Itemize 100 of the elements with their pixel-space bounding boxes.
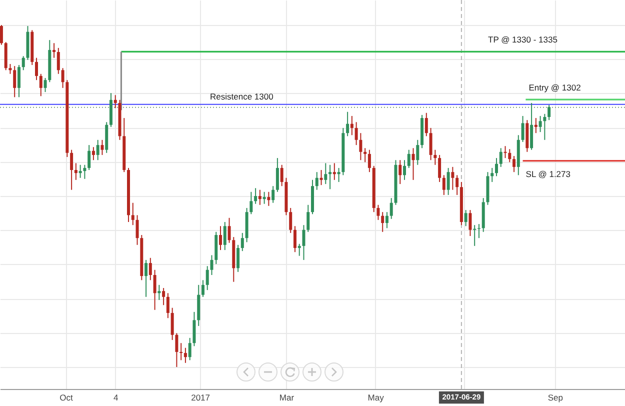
candlestick [442, 174, 446, 196]
candlestick [223, 221, 226, 251]
candlestick [100, 139, 104, 156]
candlestick [328, 164, 332, 190]
candlestick [240, 232, 244, 252]
candlestick [22, 56, 25, 71]
candlestick [429, 127, 432, 161]
candlestick [354, 122, 358, 146]
candlestick [451, 166, 454, 190]
candlestick [153, 269, 156, 310]
candlestick [280, 164, 284, 187]
candlestick [180, 342, 183, 361]
x-tick-label: May [368, 392, 385, 402]
candlestick [473, 224, 476, 246]
candlestick [398, 160, 402, 185]
candlestick [228, 217, 231, 244]
series-label: SL @ 1.273 [526, 168, 571, 179]
candlestick [504, 146, 507, 159]
candlestick [293, 226, 296, 253]
candlestick [88, 144, 91, 171]
candlestick [52, 42, 56, 58]
candlestick [276, 158, 279, 192]
candlestick [359, 132, 362, 161]
candlestick [412, 148, 415, 180]
candlestick [184, 347, 187, 364]
candlestick [148, 257, 152, 281]
candlestick [477, 224, 480, 239]
candlestick [464, 210, 468, 227]
candlestick [438, 154, 442, 182]
candlestick [446, 167, 450, 196]
candlestick [267, 191, 270, 206]
candlestick [385, 212, 388, 229]
candlestick [192, 311, 196, 347]
candlestick [96, 139, 100, 161]
candlestick [83, 164, 86, 180]
candlestick [162, 288, 166, 306]
candlestick [61, 68, 64, 88]
candlestick [538, 115, 542, 133]
candlestick [548, 104, 551, 121]
candlestick [512, 155, 516, 173]
candlestick [17, 64, 20, 98]
candlestick [364, 148, 367, 163]
candlestick [78, 164, 82, 178]
x-tick-label: Oct [60, 392, 74, 402]
candlestick [456, 174, 459, 196]
candlestick [494, 158, 498, 177]
candlestick [219, 226, 222, 251]
candlestick [70, 149, 74, 190]
candlestick [306, 204, 310, 232]
candlestick [381, 212, 384, 232]
x-tick-label: Mar [279, 392, 294, 402]
candlestick [136, 214, 139, 246]
series-label: TP @ 1330 - 1335 [488, 34, 558, 45]
candlestick [35, 57, 38, 81]
candlestick [8, 63, 12, 74]
candlestick [92, 146, 95, 161]
candlestick [188, 337, 192, 361]
candlestick [416, 139, 420, 166]
candlestick [508, 148, 512, 163]
candlestick [521, 115, 524, 142]
candlestick [262, 191, 266, 204]
candlestick [289, 207, 292, 234]
candlestick [320, 170, 323, 186]
x-tick-label: 2017 [191, 392, 210, 402]
candlestick [144, 259, 148, 298]
candlestick [254, 188, 258, 204]
candlestick [158, 284, 161, 300]
x-tick-label: 4 [113, 392, 118, 402]
candlestick [236, 244, 240, 272]
candlestick [250, 191, 253, 215]
candlestick [131, 202, 134, 226]
candlestick [350, 115, 354, 136]
candlestick [543, 113, 546, 140]
candlestick [166, 292, 170, 319]
series-label: Entry @ 1302 [528, 82, 582, 93]
candlestick [499, 148, 502, 168]
candlestick [324, 162, 328, 185]
candlestick [390, 198, 393, 220]
ref-line-label: Resistence 1300 [210, 91, 274, 102]
candlestick [346, 111, 350, 137]
candlestick [468, 210, 472, 237]
candlestick [210, 254, 214, 276]
candlestick [0, 24, 3, 46]
candlestick [434, 149, 437, 166]
candlestick [175, 332, 178, 368]
candlestick [298, 243, 301, 256]
candlestick [403, 160, 406, 180]
candlestick [337, 167, 340, 182]
candlestick [424, 112, 428, 137]
candlestick [206, 266, 209, 291]
candlestick [201, 280, 204, 298]
candlestick [530, 102, 534, 150]
candlestick [56, 47, 60, 74]
candlestick [44, 78, 47, 93]
candlestick [13, 66, 16, 98]
candlestick [315, 172, 318, 190]
candlestick [170, 307, 174, 340]
candlestick [368, 149, 371, 173]
candlestick [272, 186, 275, 204]
candlestick [39, 73, 42, 97]
